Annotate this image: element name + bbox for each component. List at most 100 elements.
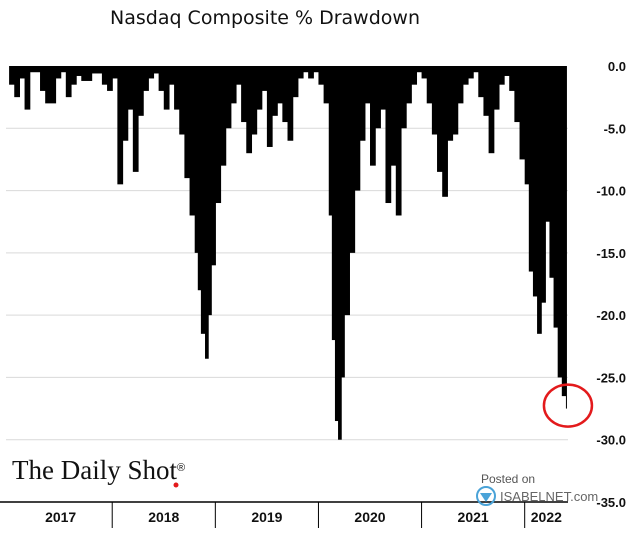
drawdown-bar — [251, 66, 258, 135]
drawdown-bar — [308, 66, 314, 79]
drawdown-bar — [504, 66, 510, 76]
drawdown-bar — [442, 66, 448, 197]
drawdown-bar — [184, 66, 191, 179]
drawdown-bar — [148, 66, 155, 79]
drawdown-bar — [29, 66, 41, 73]
drawdown-bar — [158, 66, 165, 91]
drawdown-bar — [132, 66, 139, 172]
drawdown-bar — [478, 66, 485, 98]
x-tick-label: 2019 — [251, 509, 282, 525]
chart-title: Nasdaq Composite % Drawdown — [110, 7, 420, 29]
drawdown-bar — [370, 66, 376, 166]
drawdown-bar — [200, 66, 206, 334]
y-tick-label: -10.0 — [596, 184, 626, 199]
isabelnet-watermark: Posted on ISABELNET.com — [476, 472, 598, 506]
x-tick-label: 2020 — [354, 509, 385, 525]
drawdown-bar — [241, 66, 247, 123]
drawdown-bars — [9, 66, 567, 440]
drawdown-bar — [426, 66, 433, 104]
posted-on-label: Posted on — [481, 472, 535, 486]
drawdown-bar — [334, 66, 339, 422]
drawdown-bar — [60, 66, 67, 73]
drawdown-bar — [341, 66, 345, 378]
drawdown-bar — [246, 66, 253, 154]
drawdown-bar — [19, 66, 26, 79]
drawdown-bar — [256, 66, 263, 110]
drawdown-bar — [541, 66, 546, 303]
drawdown-bar — [40, 66, 46, 91]
drawdown-bar — [143, 66, 149, 91]
drawdown-bar — [323, 66, 330, 104]
drawdown-bar — [519, 66, 526, 160]
daily-shot-logo-mark: ® — [177, 462, 185, 474]
drawdown-bar — [467, 66, 474, 79]
drawdown-bar — [163, 66, 170, 110]
drawdown-bar — [230, 66, 237, 104]
drawdown-bar — [385, 66, 392, 204]
drawdown-bar — [65, 66, 72, 98]
drawdown-bar — [553, 66, 559, 328]
drawdown-bar — [205, 66, 209, 359]
drawdown-bar — [528, 66, 534, 272]
y-axis-ticks: 0.0 -5.0 -10.0 -15.0 -20.0 -25.0 -30.0 -35.0 — [596, 59, 626, 510]
x-tick-label: 2021 — [458, 509, 489, 525]
drawdown-bar — [313, 66, 320, 73]
drawdown-bar — [375, 66, 381, 129]
drawdown-bar — [473, 66, 479, 73]
drawdown-bar — [483, 66, 490, 116]
drawdown-bar — [561, 66, 567, 397]
drawdown-bar — [122, 66, 129, 141]
x-tick-label: 2022 — [531, 509, 562, 525]
drawdown-bar — [431, 66, 438, 135]
y-tick-label: -20.0 — [596, 308, 626, 323]
drawdown-bar — [565, 66, 567, 409]
drawdown-bar — [76, 66, 82, 76]
drawdown-bar — [174, 66, 180, 110]
y-tick-label: -30.0 — [596, 433, 626, 448]
drawdown-bar — [9, 66, 15, 85]
drawdown-bar — [81, 66, 93, 81]
drawdown-bar — [514, 66, 521, 123]
drawdown-bar — [55, 66, 62, 79]
y-tick-label: -25.0 — [596, 370, 626, 385]
y-tick-label: 0.0 — [608, 59, 626, 74]
drawdown-bar — [359, 66, 366, 141]
drawdown-bar — [457, 66, 464, 104]
drawdown-bar — [328, 66, 333, 216]
isabelnet-site: ISABELNET.com — [500, 489, 598, 504]
drawdown-bar — [287, 66, 294, 141]
drawdown-bar — [395, 66, 402, 216]
drawdown-bar — [215, 66, 222, 204]
drawdown-bar — [127, 66, 134, 110]
x-tick-label: 2017 — [45, 509, 76, 525]
drawdown-bar — [411, 66, 418, 85]
drawdown-bar — [416, 66, 423, 73]
drawdown-bar — [349, 66, 356, 253]
drawdown-bar — [354, 66, 361, 191]
isabelnet-badge-icon — [476, 486, 496, 506]
latest-drawdown-highlight — [542, 383, 594, 428]
drawdown-bar — [282, 66, 289, 123]
drawdown-bar — [338, 66, 342, 440]
drawdown-bar — [488, 66, 495, 154]
drawdown-bar — [493, 66, 500, 110]
x-tick-label: 2018 — [148, 509, 179, 525]
drawdown-bar — [537, 66, 542, 334]
drawdown-bar — [45, 66, 57, 104]
drawdown-bar — [331, 66, 336, 341]
drawdown-bar — [557, 66, 563, 378]
drawdown-bar — [297, 66, 304, 79]
drawdown-bar — [179, 66, 185, 135]
drawdown-bar — [70, 66, 77, 85]
drawdown-bar — [91, 66, 103, 74]
drawdown-bar — [208, 66, 212, 316]
drawdown-bar — [452, 66, 459, 135]
daily-shot-logo: The Daily Shot ® — [12, 455, 185, 488]
drawdown-bar — [266, 66, 273, 147]
drawdown-bar — [197, 66, 202, 291]
x-axis: 2017 2018 2019 2020 2021 2022 — [0, 501, 568, 528]
drawdown-bar — [277, 66, 283, 104]
drawdown-bar — [261, 66, 268, 91]
drawdown-bar — [406, 66, 412, 104]
